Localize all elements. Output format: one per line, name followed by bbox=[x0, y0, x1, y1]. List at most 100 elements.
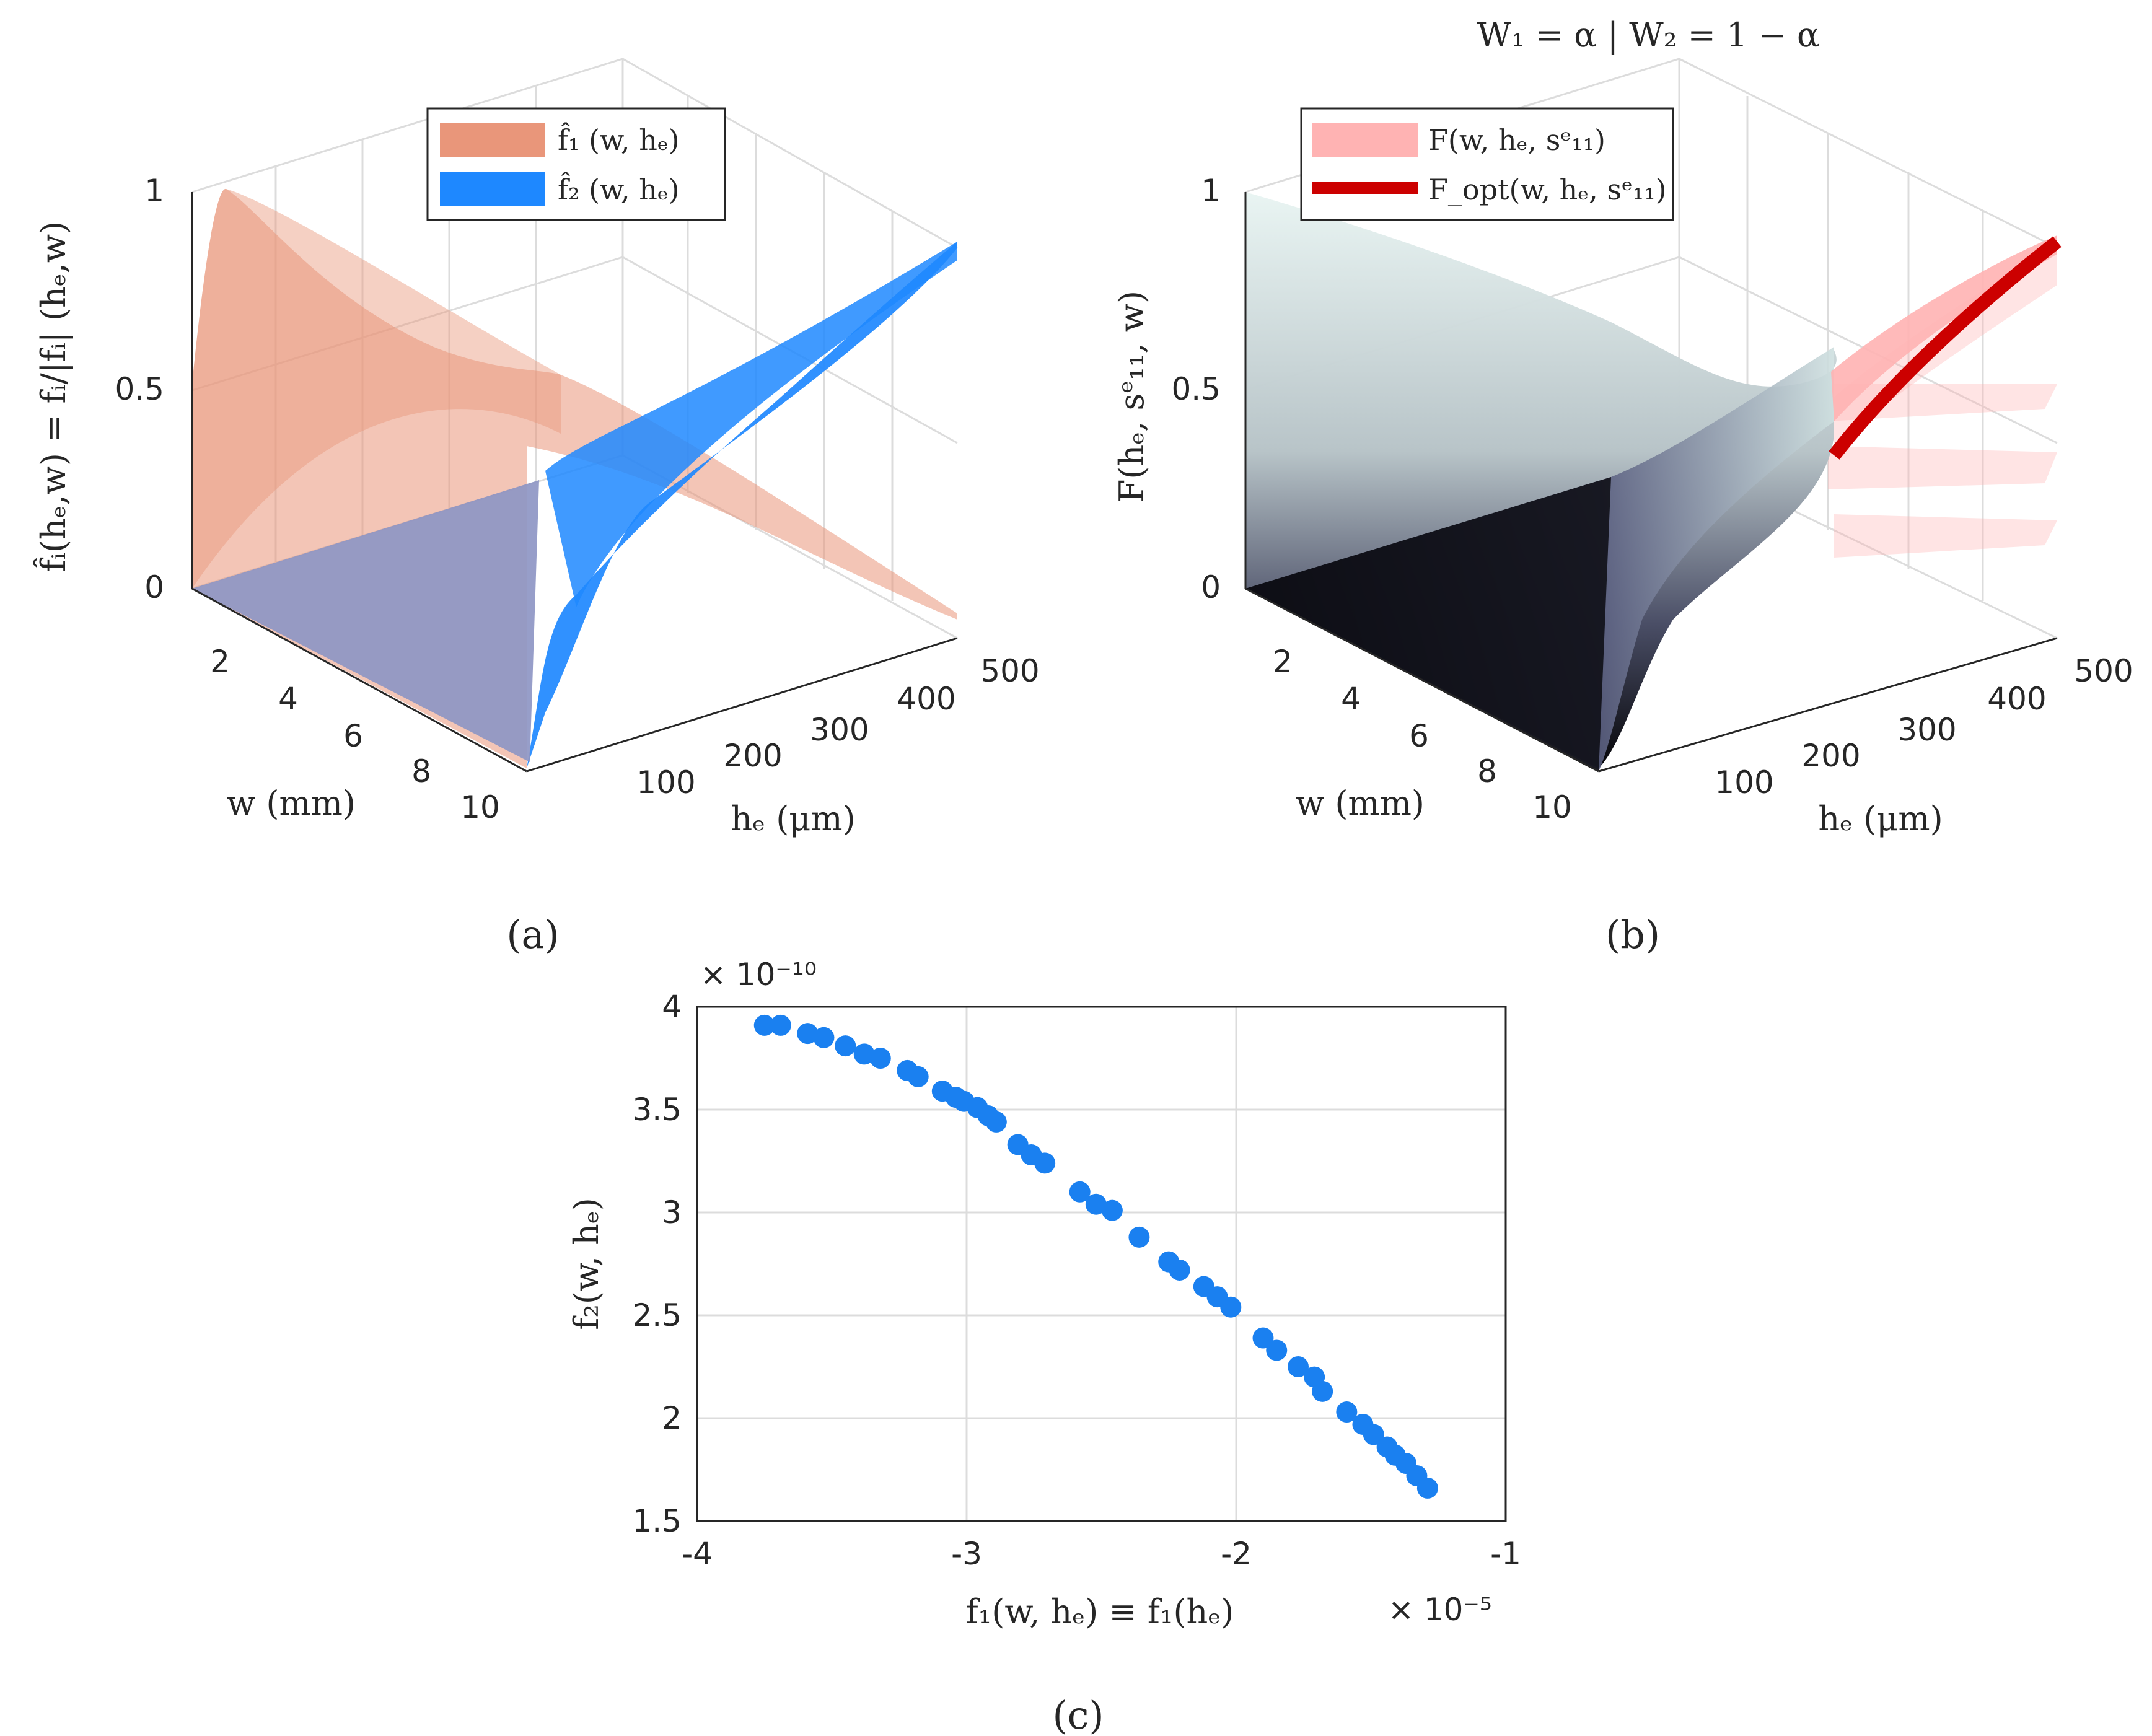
panel-b-he-tick: 400 bbox=[1987, 681, 2046, 717]
x-tick-label: -2 bbox=[1221, 1536, 1252, 1572]
x-tick-label: -4 bbox=[682, 1536, 713, 1572]
scatter-point bbox=[813, 1027, 835, 1048]
curve-F-opt bbox=[1829, 236, 2062, 460]
scatter-point bbox=[1101, 1199, 1123, 1221]
panel-b-he-tick: 300 bbox=[1897, 712, 1956, 748]
scatter-point bbox=[1069, 1181, 1091, 1203]
panel-a-label: (a) bbox=[506, 912, 559, 957]
legend-swatch-f1 bbox=[440, 123, 545, 157]
panel-c-axes-box bbox=[696, 1006, 1507, 1522]
panel-a-z-tick: 0 bbox=[144, 569, 164, 605]
panel-c-points bbox=[753, 1014, 1438, 1499]
panel-a-z-tick: 1 bbox=[144, 173, 164, 209]
panel-b-w-tick: 2 bbox=[1273, 644, 1293, 680]
y-tick-label: 1.5 bbox=[632, 1503, 682, 1539]
panel-b-z-tick: 0 bbox=[1201, 569, 1221, 605]
panel-b-w-tick: 6 bbox=[1409, 718, 1429, 754]
panel-b: W₁ = α | W₂ = 1 − α bbox=[1112, 15, 2133, 957]
panel-b-he-tick: 200 bbox=[1801, 738, 1860, 774]
panel-a-ylabel: hₑ (μm) bbox=[731, 799, 855, 838]
panel-a: 0 0.5 1 2 4 6 8 10 100 200 300 400 500 w… bbox=[32, 58, 1040, 957]
scatter-point bbox=[753, 1014, 775, 1036]
panel-a-he-tick: 100 bbox=[636, 765, 695, 800]
scatter-point bbox=[985, 1111, 1007, 1133]
panel-b-zlabel: F(hₑ, sᵉ₁₁, w) bbox=[1112, 291, 1151, 502]
panel-b-xlabel: w (mm) bbox=[1296, 784, 1425, 823]
legend-swatch-F bbox=[1312, 123, 1418, 157]
panel-a-w-axis bbox=[191, 587, 527, 773]
panel-a-zlabel: f̂ᵢ(hₑ,w) = fᵢ/|fᵢ| (hₑ,w) bbox=[32, 221, 73, 572]
y-tick-label: 3.5 bbox=[632, 1092, 682, 1128]
scatter-point bbox=[1034, 1152, 1056, 1174]
panel-b-z-tick: 1 bbox=[1201, 173, 1221, 209]
scatter-point bbox=[1416, 1477, 1438, 1499]
panel-a-w-tick: 8 bbox=[411, 753, 431, 789]
panel-a-he-tick: 300 bbox=[810, 712, 869, 748]
panel-a-w-tick: 4 bbox=[278, 681, 298, 717]
panel-b-sheets bbox=[1828, 242, 2057, 558]
panel-c-label: (c) bbox=[1052, 1693, 1104, 1736]
surface-F-shadow bbox=[1245, 477, 1611, 771]
panel-a-w-tick: 6 bbox=[343, 718, 363, 754]
scatter-point bbox=[1288, 1356, 1309, 1377]
panel-c: -4 -3 -2 -1 1.5 2 2.5 3 3.5 4 × 10⁻¹⁰ × 10⁻⁵ f₁(w… bbox=[567, 957, 1521, 1736]
panel-b-he-tick: 100 bbox=[1715, 765, 1773, 800]
panel-c-y-exponent: × 10⁻¹⁰ bbox=[700, 957, 817, 993]
surface-overlap bbox=[192, 480, 539, 762]
panel-a-legend: f̂₁ (w, hₑ) f̂₂ (w, hₑ) bbox=[426, 107, 726, 221]
scatter-point bbox=[853, 1043, 875, 1065]
x-tick-label: -3 bbox=[951, 1536, 982, 1572]
scatter-point bbox=[1363, 1424, 1384, 1445]
panel-a-he-tick: 500 bbox=[980, 653, 1039, 689]
scatter-point bbox=[1085, 1193, 1107, 1215]
panel-b-z-tick: 0.5 bbox=[1171, 371, 1221, 407]
legend-swatch-f2 bbox=[440, 172, 545, 206]
scatter-point bbox=[1169, 1259, 1190, 1281]
surface-f1-top bbox=[192, 188, 561, 589]
y-tick-label: 3 bbox=[662, 1195, 682, 1230]
legend-swatch-F-opt bbox=[1312, 182, 1418, 194]
scatter-point bbox=[907, 1066, 929, 1087]
x-tick-label: -1 bbox=[1490, 1536, 1521, 1572]
panel-b-w-tick: 10 bbox=[1532, 789, 1572, 825]
panel-a-he-tick: 400 bbox=[897, 681, 955, 717]
panel-c-ticks: -4 -3 -2 -1 1.5 2 2.5 3 3.5 4 bbox=[632, 989, 1521, 1572]
legend-label-F-opt: F_opt(w, hₑ, sᵉ₁₁) bbox=[1428, 173, 1667, 206]
legend-label-F: F(w, hₑ, sᵉ₁₁) bbox=[1428, 123, 1605, 157]
panel-a-he-axis bbox=[526, 637, 958, 773]
legend-label-f2: f̂₂ (w, hₑ) bbox=[558, 172, 680, 206]
panel-b-he-tick: 500 bbox=[2074, 653, 2133, 689]
panel-a-w-tick: 10 bbox=[460, 789, 500, 825]
scatter-point bbox=[835, 1035, 856, 1057]
panel-a-xlabel: w (mm) bbox=[227, 784, 356, 823]
panel-b-legend: F(w, hₑ, sᵉ₁₁) F_opt(w, hₑ, sᵉ₁₁) bbox=[1300, 107, 1674, 221]
panel-b-w-axis bbox=[1245, 587, 1599, 773]
scatter-point bbox=[1220, 1296, 1242, 1318]
panel-b-ylabel: hₑ (μm) bbox=[1818, 799, 1943, 838]
panel-b-he-axis bbox=[1598, 637, 2058, 773]
panel-b-label: (b) bbox=[1605, 912, 1660, 957]
scatter-point bbox=[1312, 1380, 1333, 1402]
surface-f2-ridge bbox=[545, 242, 957, 607]
y-tick-label: 4 bbox=[662, 989, 682, 1025]
legend-label-f1: f̂₁ (w, hₑ) bbox=[558, 122, 680, 157]
panel-c-ylabel: f₂(w, hₑ) bbox=[567, 1198, 606, 1330]
scatter-point bbox=[869, 1048, 891, 1069]
scatter-point bbox=[797, 1023, 819, 1045]
panel-b-w-tick: 8 bbox=[1477, 753, 1497, 789]
scatter-point bbox=[770, 1014, 791, 1036]
panel-c-x-exponent: × 10⁻⁵ bbox=[1388, 1592, 1492, 1628]
panel-c-xlabel: f₁(w, hₑ) ≡ f₁(hₑ) bbox=[966, 1592, 1234, 1631]
y-tick-label: 2.5 bbox=[632, 1297, 682, 1333]
panel-a-w-tick: 2 bbox=[210, 644, 230, 680]
panel-a-z-tick: 0.5 bbox=[115, 371, 164, 407]
y-tick-label: 2 bbox=[662, 1400, 682, 1436]
panel-b-w-tick: 4 bbox=[1341, 681, 1361, 717]
scatter-point bbox=[1128, 1226, 1150, 1248]
panel-a-he-tick: 200 bbox=[723, 738, 782, 774]
panel-b-title: W₁ = α | W₂ = 1 − α bbox=[1477, 15, 1820, 55]
scatter-point bbox=[1266, 1339, 1288, 1361]
scatter-point bbox=[1252, 1327, 1274, 1349]
scatter-point bbox=[1336, 1401, 1358, 1423]
